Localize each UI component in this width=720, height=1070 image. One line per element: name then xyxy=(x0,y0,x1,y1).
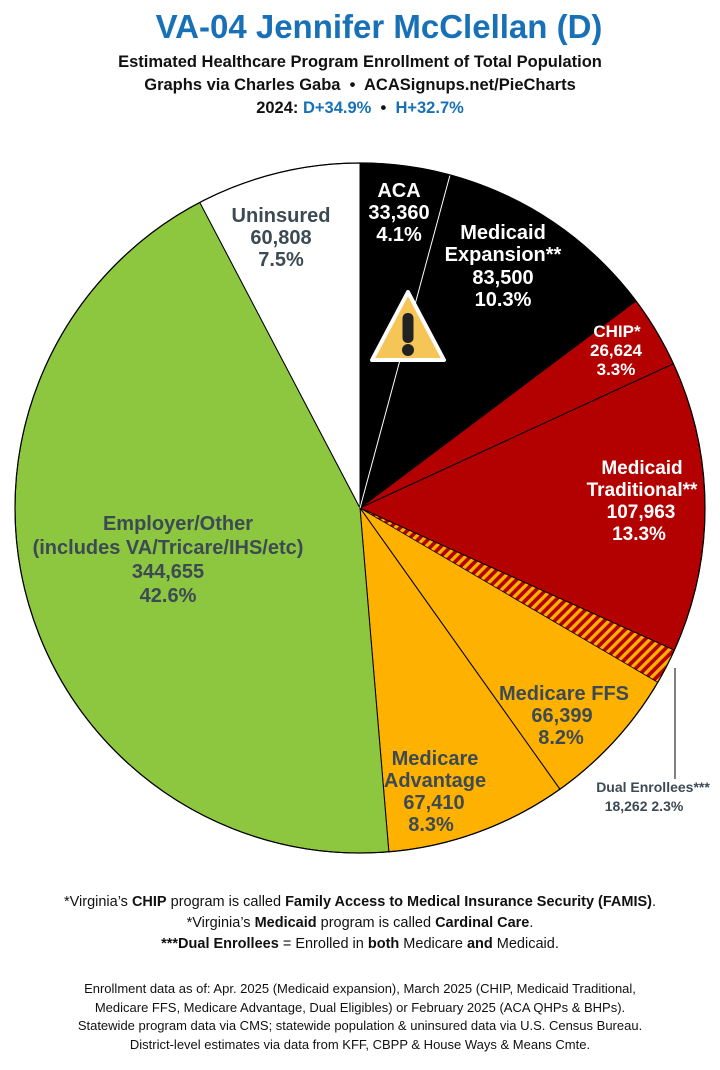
svg-text:83,500: 83,500 xyxy=(472,267,533,289)
svg-text:7.5%: 7.5% xyxy=(258,249,304,271)
svg-text:Uninsured: Uninsured xyxy=(232,205,331,227)
svg-text:3.3%: 3.3% xyxy=(597,360,636,379)
svg-text:18,262 2.3%: 18,262 2.3% xyxy=(605,798,684,814)
svg-text:Expansion**: Expansion** xyxy=(445,244,562,266)
svg-text:CHIP*: CHIP* xyxy=(593,322,641,341)
svg-text:344,655: 344,655 xyxy=(132,561,204,583)
svg-text:10.3%: 10.3% xyxy=(475,289,532,311)
svg-text:33,360: 33,360 xyxy=(368,202,429,224)
svg-text:Advantage: Advantage xyxy=(384,770,486,792)
svg-text:ACA: ACA xyxy=(377,180,420,202)
svg-text:8.2%: 8.2% xyxy=(538,727,584,749)
svg-text:Traditional**: Traditional** xyxy=(587,480,698,501)
svg-text:66,399: 66,399 xyxy=(531,705,592,727)
svg-text:8.3%: 8.3% xyxy=(408,814,454,836)
svg-text:13.3%: 13.3% xyxy=(612,524,666,545)
svg-text:(includes VA/Tricare/IHS/etc): (includes VA/Tricare/IHS/etc) xyxy=(33,537,304,559)
svg-text:Medicaid: Medicaid xyxy=(460,222,546,244)
svg-text:67,410: 67,410 xyxy=(403,792,464,814)
svg-text:Medicare: Medicare xyxy=(392,748,479,770)
svg-text:4.1%: 4.1% xyxy=(376,224,422,246)
svg-text:26,624: 26,624 xyxy=(590,341,643,360)
svg-text:Medicare FFS: Medicare FFS xyxy=(499,683,629,705)
svg-text:60,808: 60,808 xyxy=(250,227,311,249)
svg-text:Dual Enrollees***: Dual Enrollees*** xyxy=(596,779,710,795)
svg-text:42.6%: 42.6% xyxy=(140,585,197,607)
svg-text:107,963: 107,963 xyxy=(607,502,676,523)
svg-text:Employer/Other: Employer/Other xyxy=(103,513,253,535)
svg-text:Medicaid: Medicaid xyxy=(601,458,682,479)
